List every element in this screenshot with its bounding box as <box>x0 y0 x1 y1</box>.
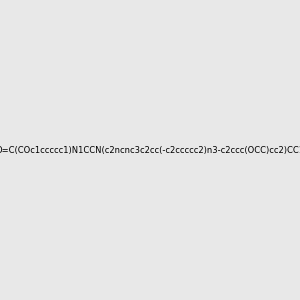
Text: O=C(COc1ccccc1)N1CCN(c2ncnc3c2cc(-c2ccccc2)n3-c2ccc(OCC)cc2)CC1: O=C(COc1ccccc1)N1CCN(c2ncnc3c2cc(-c2cccc… <box>0 146 300 154</box>
